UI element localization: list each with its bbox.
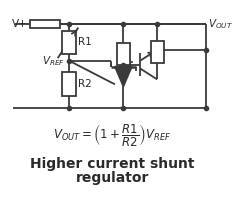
Text: $V_{OUT}$: $V_{OUT}$: [208, 17, 233, 31]
Text: R1: R1: [78, 37, 92, 47]
Bar: [150, 41, 164, 63]
Polygon shape: [115, 67, 132, 86]
Text: $V_{REF}$: $V_{REF}$: [42, 54, 65, 68]
Bar: [30, 20, 59, 28]
Text: Higher current shunt: Higher current shunt: [30, 157, 194, 171]
Bar: [62, 72, 76, 96]
Text: regulator: regulator: [75, 171, 149, 185]
Text: $V_{OUT}=\left(1+\dfrac{R1}{R2}\right)V_{REF}$: $V_{OUT}=\left(1+\dfrac{R1}{R2}\right)V_…: [53, 122, 171, 148]
Bar: [117, 43, 130, 65]
Text: V+: V+: [12, 19, 27, 29]
Text: R2: R2: [78, 79, 92, 89]
Bar: [62, 31, 76, 54]
